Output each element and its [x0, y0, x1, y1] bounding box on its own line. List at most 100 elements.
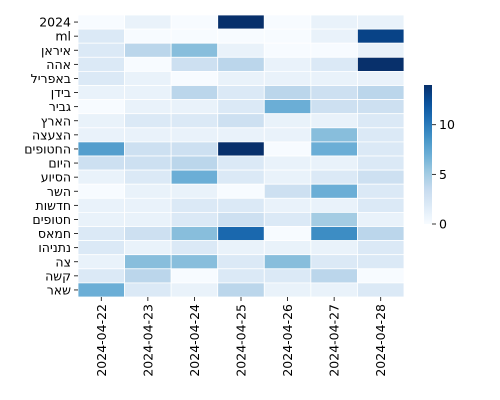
heatmap-cell — [357, 282, 405, 298]
y-tick-label: הארץ — [41, 113, 71, 128]
heatmap-cell — [77, 211, 125, 227]
colorbar-gradient — [424, 85, 432, 224]
heatmap-cell — [217, 197, 265, 213]
heatmap-cell — [77, 127, 125, 143]
heatmap-cell — [77, 28, 125, 44]
heatmap-cell — [310, 282, 358, 298]
heatmap-cell — [310, 71, 358, 86]
heatmap-cell — [310, 268, 358, 284]
heatmap-cell — [310, 240, 358, 256]
heatmap-cell — [124, 282, 172, 298]
heatmap-cell — [170, 155, 219, 171]
x-axis: 2024-04-22 2024-04-23 2024-04-24 2024-04-25… — [94, 297, 388, 377]
heatmap-cell — [357, 183, 405, 199]
heatmap-cell — [77, 268, 125, 284]
heatmap-cell — [124, 85, 172, 101]
heatmap-cell — [217, 56, 265, 72]
heatmap-cell — [263, 71, 312, 86]
heatmap-cell — [124, 197, 172, 213]
y-tick-label: חטופים — [32, 212, 71, 227]
heatmap-cell — [310, 254, 358, 270]
heatmap-cell — [77, 197, 125, 213]
y-tick-label: ml — [55, 29, 71, 44]
heatmap-cell — [170, 240, 219, 256]
heatmap-cell — [124, 240, 172, 256]
heatmap-cell — [170, 127, 219, 143]
heatmap-cell — [170, 42, 219, 58]
colorbar-tick-label: 10 — [439, 117, 455, 132]
y-tick-label: איראן — [41, 43, 71, 58]
heatmap-cell — [124, 127, 172, 143]
heatmap-cell — [263, 240, 312, 256]
y-tick-label: חדשות — [36, 198, 71, 213]
y-tick-label: היום — [48, 156, 71, 171]
heatmap-cell — [263, 141, 312, 157]
heatmap-cell — [263, 155, 312, 171]
heatmap-cell — [77, 226, 125, 242]
heatmap-cell — [170, 226, 219, 242]
y-tick-label: החטופים — [24, 141, 71, 156]
heatmap-cell — [170, 28, 219, 44]
heatmap-cell — [263, 99, 312, 115]
heatmap-cell — [263, 211, 312, 227]
heatmap-cell — [124, 42, 172, 58]
heatmap-cell — [310, 14, 358, 30]
y-tick-label: 2024 — [39, 15, 71, 30]
heatmap-cell — [357, 211, 405, 227]
heatmap-cell — [310, 155, 358, 171]
heatmap-cell — [170, 197, 219, 213]
heatmap-cell — [217, 42, 265, 58]
heatmap-cell — [77, 254, 125, 270]
heatmap-cell — [124, 71, 172, 86]
heatmap-cell — [124, 169, 172, 185]
heatmap-cell — [170, 254, 219, 270]
heatmap-cell — [310, 226, 358, 242]
heatmap-cell — [357, 99, 405, 115]
heatmap-cell — [310, 211, 358, 227]
heatmap-cell — [310, 127, 358, 143]
heatmap-cell — [124, 268, 172, 284]
heatmap-cell — [77, 113, 125, 129]
y-tick-label: נתניהו — [38, 240, 71, 255]
heatmap-cell — [217, 28, 265, 44]
heatmap-cell — [217, 85, 265, 101]
heatmap-cell — [217, 99, 265, 115]
heatmap-cell — [217, 183, 265, 199]
heatmap-cell — [217, 226, 265, 242]
heatmap-cell — [124, 28, 172, 44]
y-tick-label: חמאס — [38, 226, 71, 241]
heatmap-cell — [310, 56, 358, 72]
heatmap-cell — [357, 155, 405, 171]
y-tick-label: שאר — [47, 282, 71, 297]
heatmap-cell — [217, 113, 265, 129]
heatmap-cell — [170, 141, 219, 157]
heatmap-cell — [217, 141, 265, 157]
heatmap-cell — [170, 14, 219, 30]
heatmap-cell — [357, 268, 405, 284]
heatmap-cell — [357, 141, 405, 157]
heatmap-cell — [263, 113, 312, 129]
y-axis: 2024mlאיראןאההבאפרילבידןגבירהארץהצעצההחט… — [24, 15, 78, 297]
heatmap-cell — [124, 254, 172, 270]
heatmap-cell — [77, 282, 125, 298]
heatmap-cell — [124, 99, 172, 115]
heatmap-cell — [217, 155, 265, 171]
heatmap-cell — [263, 282, 312, 298]
heatmap-cell — [357, 42, 405, 58]
heatmap-cell — [310, 99, 358, 115]
heatmap-cell — [217, 71, 265, 86]
x-tick-label: 2024-04-22 — [94, 304, 109, 377]
y-tick-label: אהה — [46, 57, 71, 72]
heatmap-cell — [77, 155, 125, 171]
y-tick-label: הצעצה — [32, 127, 71, 142]
y-tick-label: השר — [47, 184, 71, 199]
heatmap-cell — [357, 240, 405, 256]
heatmap-cell — [263, 254, 312, 270]
heatmap-cell — [310, 85, 358, 101]
heatmap-cell — [124, 155, 172, 171]
heatmap-cell — [170, 211, 219, 227]
heatmap-cell — [310, 183, 358, 199]
colorbar-tick-label: 0 — [439, 217, 447, 232]
heatmap-cell — [263, 42, 312, 58]
heatmap-cell — [77, 71, 125, 86]
